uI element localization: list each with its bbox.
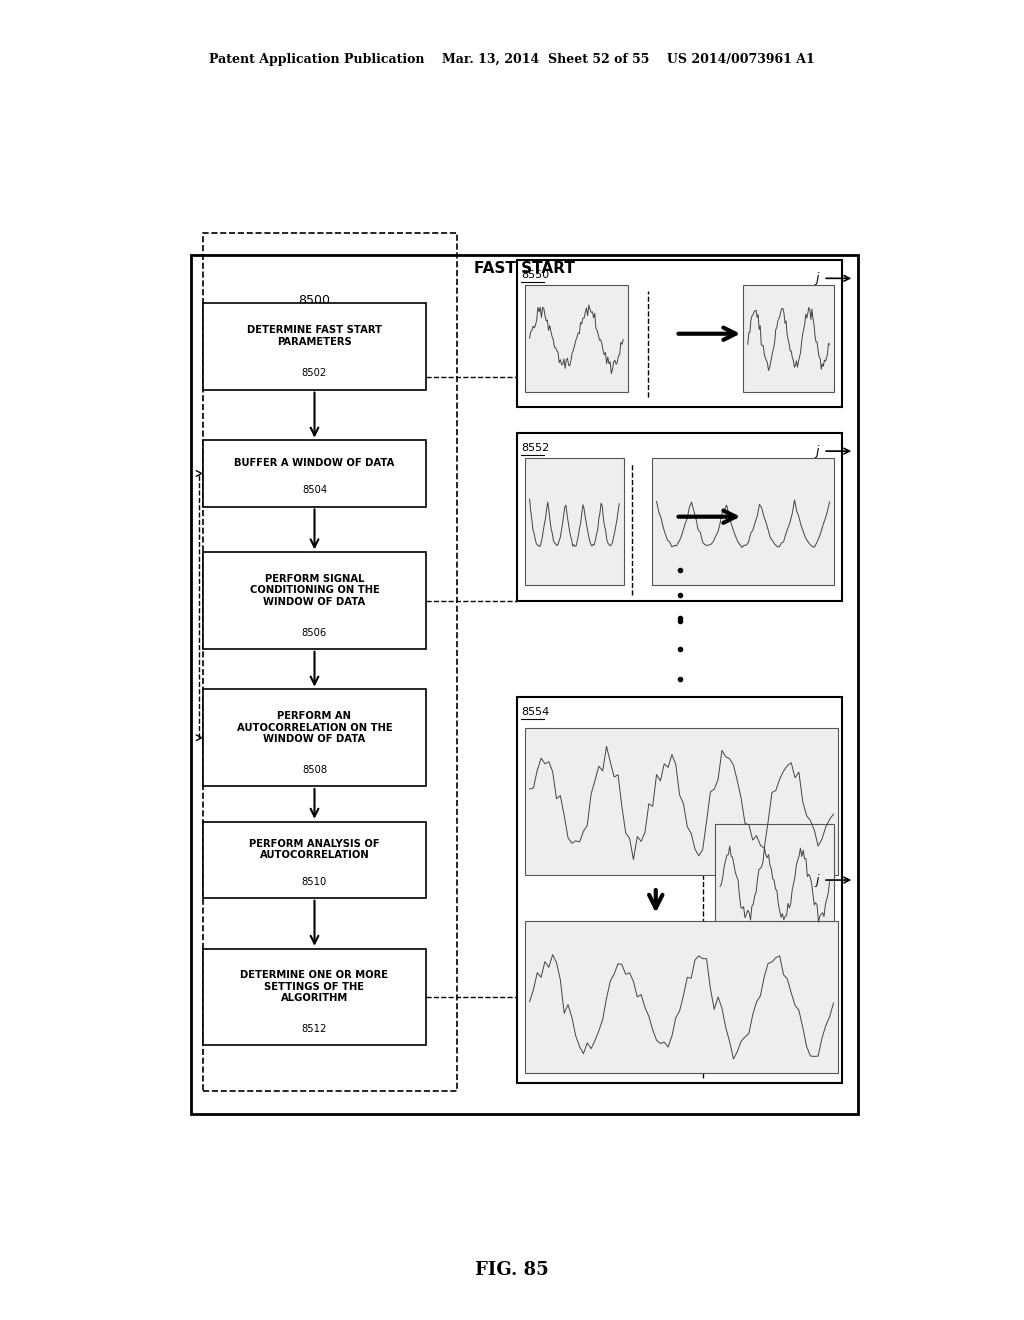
Text: PERFORM AN
AUTOCORRELATION ON THE
WINDOW OF DATA: PERFORM AN AUTOCORRELATION ON THE WINDOW… [237,711,392,744]
Text: 8554: 8554 [521,708,549,717]
FancyBboxPatch shape [524,921,839,1073]
FancyBboxPatch shape [517,260,842,408]
FancyBboxPatch shape [191,255,858,1114]
Text: PERFORM SIGNAL
CONDITIONING ON THE
WINDOW OF DATA: PERFORM SIGNAL CONDITIONING ON THE WINDO… [250,574,379,607]
Text: DETERMINE ONE OR MORE
SETTINGS OF THE
ALGORITHM: DETERMINE ONE OR MORE SETTINGS OF THE AL… [241,970,388,1003]
Text: 8552: 8552 [521,444,549,453]
Text: j: j [815,272,818,285]
FancyBboxPatch shape [524,727,839,875]
Text: Patent Application Publication    Mar. 13, 2014  Sheet 52 of 55    US 2014/00739: Patent Application Publication Mar. 13, … [209,53,815,66]
FancyBboxPatch shape [715,824,835,946]
Text: 8510: 8510 [302,876,327,887]
FancyBboxPatch shape [204,689,426,785]
Text: j: j [815,874,818,887]
FancyBboxPatch shape [204,949,426,1045]
Text: PERFORM ANALYSIS OF
AUTOCORRELATION: PERFORM ANALYSIS OF AUTOCORRELATION [249,838,380,861]
Text: BUFFER A WINDOW OF DATA: BUFFER A WINDOW OF DATA [234,458,394,469]
FancyBboxPatch shape [517,433,842,601]
Text: FAST START: FAST START [474,260,575,276]
FancyBboxPatch shape [743,285,835,392]
FancyBboxPatch shape [204,304,426,389]
Text: 8512: 8512 [302,1024,328,1034]
FancyBboxPatch shape [524,285,628,392]
FancyBboxPatch shape [652,458,835,585]
FancyBboxPatch shape [517,697,842,1084]
FancyBboxPatch shape [204,441,426,507]
Text: 8506: 8506 [302,627,327,638]
Text: 8502: 8502 [302,368,327,379]
Text: DETERMINE FAST START
PARAMETERS: DETERMINE FAST START PARAMETERS [247,326,382,347]
FancyBboxPatch shape [524,458,624,585]
Text: FIG. 85: FIG. 85 [475,1261,549,1279]
Text: j: j [815,445,818,458]
Text: 8500: 8500 [299,294,331,308]
Text: 8504: 8504 [302,486,327,495]
FancyBboxPatch shape [204,552,426,649]
Text: 8550: 8550 [521,271,549,280]
FancyBboxPatch shape [204,821,426,898]
Text: 8508: 8508 [302,764,327,775]
